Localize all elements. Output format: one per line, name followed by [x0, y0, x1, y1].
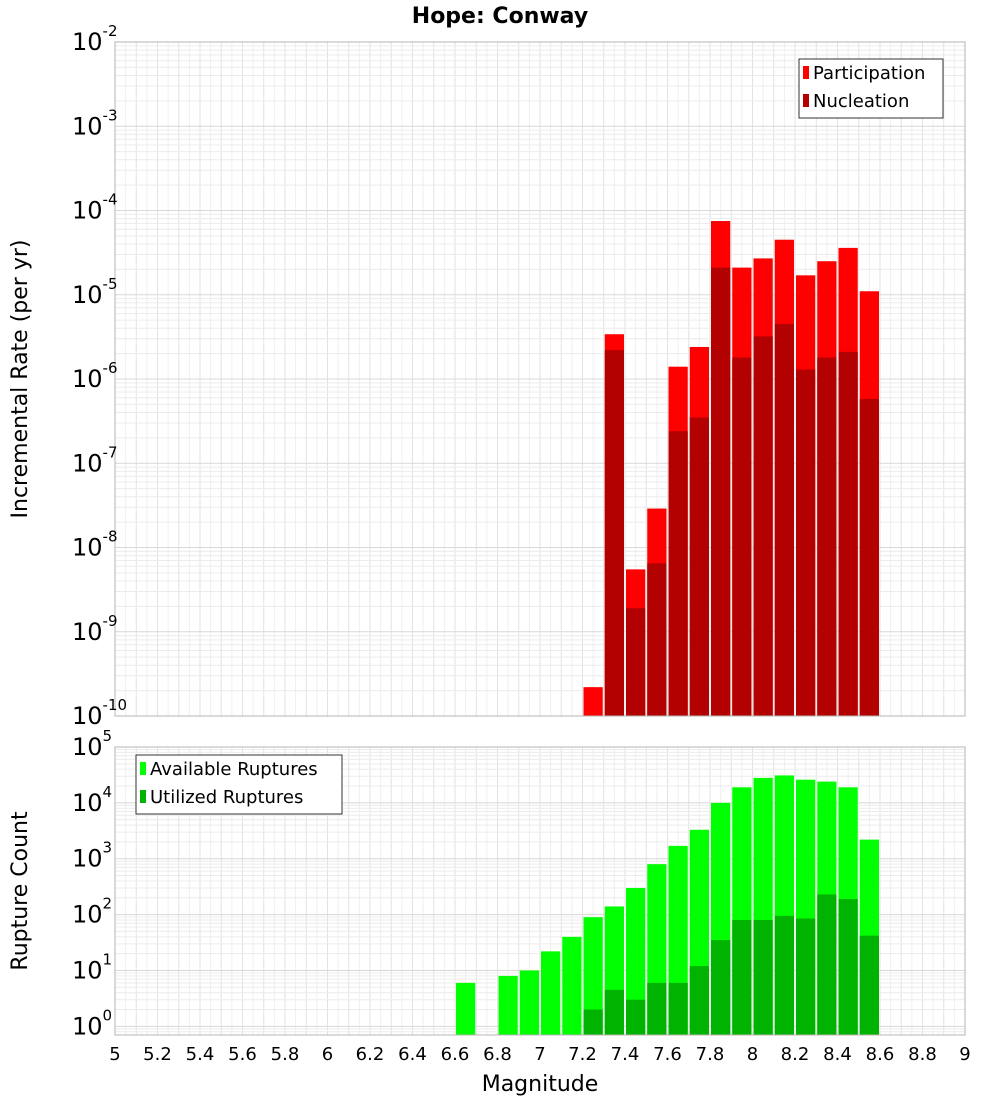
legend-1: Available Ruptures Utilized Ruptures [135, 754, 343, 815]
legend-swatch [140, 790, 146, 803]
bar [604, 350, 624, 716]
x-axis: 5 5.2 5.4 5.6 5.8 6 6.2 6.4 6.6 6.8 7 7.2 7.4 7.6 7.8 8… [109, 1044, 970, 1065]
y-tick-label: 102 [72, 895, 112, 929]
x-tick-label: 9 [959, 1044, 970, 1065]
series-utilized-ruptures [583, 894, 879, 1035]
x-tick-label: 8.4 [823, 1044, 852, 1065]
legend-swatch [803, 94, 809, 107]
plot-frame-1 [114, 746, 966, 1036]
legend-label: Participation [813, 63, 925, 84]
y-tick-labels-0: 10-2 10-3 10-4 10-5 10-6 10-7 10-8 10-9 10-10 [72, 22, 127, 730]
bar [711, 267, 731, 716]
rate-panel: 10-2 10-3 10-4 10-5 10-6 10-7 10-8 10-9 10-10 Inc… [8, 22, 966, 730]
y-axis-label-1: Rupture Count [8, 811, 33, 971]
bar [604, 989, 624, 1035]
x-tick-label: 6.8 [483, 1044, 512, 1065]
bar [689, 966, 709, 1035]
y-tick-label: 101 [72, 950, 112, 984]
bar [583, 1009, 603, 1035]
y-tick-label: 10-6 [72, 359, 118, 393]
bar [753, 336, 773, 716]
x-tick-label: 8 [747, 1044, 758, 1065]
y-axis-label-0: Incremental Rate (per yr) [8, 240, 33, 519]
bar [796, 918, 816, 1035]
y-tick-label: 105 [72, 727, 112, 761]
x-tick-label: 6.6 [441, 1044, 470, 1065]
bar [541, 951, 561, 1035]
x-tick-label: 5.6 [228, 1044, 257, 1065]
bar [796, 369, 816, 716]
bar [626, 887, 646, 1035]
bar [647, 563, 667, 716]
y-tick-label: 10-4 [72, 191, 118, 225]
x-tick-label: 8.8 [908, 1044, 937, 1065]
x-tick-label: 8.2 [781, 1044, 810, 1065]
y-tick-label: 10-2 [72, 22, 118, 56]
x-tick-label: 8.6 [866, 1044, 895, 1065]
bar [774, 323, 794, 716]
bar [562, 936, 582, 1035]
series-nucleation [604, 267, 879, 716]
y-tick-label: 10-3 [72, 106, 118, 140]
y-tick-label: 100 [72, 1006, 112, 1040]
x-tick-label: 6.2 [356, 1044, 385, 1065]
bar [838, 899, 858, 1035]
legend-swatch [803, 66, 809, 79]
plot-frame-0 [114, 41, 966, 717]
x-tick-label: 7.8 [696, 1044, 725, 1065]
bar [456, 982, 476, 1035]
legend-label: Available Ruptures [150, 759, 318, 780]
y-tick-label: 10-7 [72, 443, 118, 477]
y-tick-label: 104 [72, 783, 112, 817]
x-tick-label: 5 [109, 1044, 120, 1065]
x-tick-label: 7 [534, 1044, 545, 1065]
x-tick-label: 5.4 [186, 1044, 215, 1065]
legend-label: Nucleation [813, 91, 909, 112]
chart-title: Hope: Conway [412, 4, 588, 29]
legend-swatch [140, 762, 146, 775]
y-tick-label: 10-10 [72, 696, 127, 730]
bar [668, 431, 688, 716]
y-gridlines-0 [115, 45, 965, 717]
x-axis-label: Magnitude [482, 1072, 599, 1097]
x-tick-label: 6.4 [398, 1044, 427, 1065]
legend-0: Participation Nucleation [798, 58, 944, 119]
bar [817, 357, 837, 716]
bar [626, 999, 646, 1035]
y-tick-label: 103 [72, 839, 112, 873]
bar [583, 917, 603, 1035]
bar [859, 398, 879, 716]
bar [668, 982, 688, 1035]
y-tick-label: 10-5 [72, 275, 118, 309]
x-tick-label: 6 [322, 1044, 333, 1065]
x-tick-label: 7.6 [653, 1044, 682, 1065]
bar [647, 982, 667, 1035]
y-tick-label: 10-8 [72, 528, 118, 562]
bar [732, 920, 752, 1035]
x-tick-label: 7.2 [568, 1044, 597, 1065]
bar [519, 970, 539, 1035]
bar [838, 351, 858, 716]
bar [817, 894, 837, 1035]
bar [711, 940, 731, 1035]
bar [626, 608, 646, 716]
legend-label: Utilized Ruptures [150, 787, 303, 808]
bar [498, 975, 518, 1035]
y-tick-label: 10-9 [72, 612, 118, 646]
bar [774, 915, 794, 1035]
bar [583, 687, 603, 716]
bar [689, 417, 709, 716]
rupture-count-panel: 105 104 103 102 101 100 Rupture Count Available… [8, 727, 966, 1040]
x-tick-label: 7.4 [611, 1044, 640, 1065]
bar [859, 935, 879, 1035]
bar [732, 357, 752, 716]
x-tick-label: 5.8 [271, 1044, 300, 1065]
bar [753, 920, 773, 1035]
x-tick-label: 5.2 [143, 1044, 172, 1065]
y-tick-labels-1: 105 104 103 102 101 100 [72, 727, 112, 1040]
